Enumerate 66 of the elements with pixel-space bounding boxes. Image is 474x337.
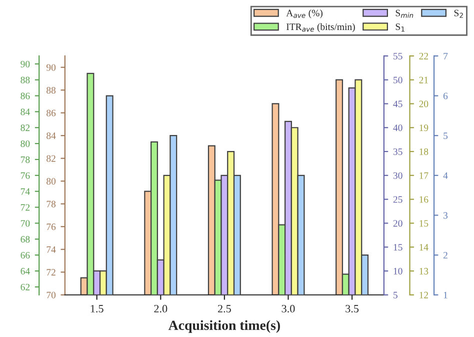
y-tick-label: 76 <box>46 224 56 230</box>
y2-tick-label: 14 <box>420 244 428 250</box>
y-tick-label: 86 <box>46 110 56 116</box>
y3-tick-label: 7 <box>444 52 448 60</box>
y-tick-label: 88 <box>46 86 56 94</box>
y2-tick-label: 86 <box>20 92 30 100</box>
y-tick-label: 5 <box>394 292 398 298</box>
y2-tick-label: 16 <box>420 196 428 203</box>
x-tick-label: 2.0 <box>154 304 168 312</box>
y2-tick-label: 90 <box>20 60 30 68</box>
y-tick-label: 30 <box>393 172 402 179</box>
y2-tick-label: 68 <box>20 236 30 243</box>
x-tick-label: 3.5 <box>346 304 359 312</box>
y2-tick-label: 21 <box>419 76 428 84</box>
y-tick-label: 15 <box>394 244 402 251</box>
legend-label: S$_{1}$ <box>396 23 404 32</box>
y2-tick-label: 22 <box>419 52 428 60</box>
y-tick-label: 10 <box>394 268 402 274</box>
y-tick-label: 78 <box>46 200 56 208</box>
y2-tick-label: 78 <box>20 156 30 163</box>
x-tick-label: 2.5 <box>218 304 231 312</box>
y-tick-label: 72 <box>46 269 56 276</box>
y2-tick-label: 12 <box>420 292 428 298</box>
y2-tick-label: 72 <box>20 204 30 211</box>
y2-tick-label: 70 <box>20 220 30 227</box>
y-tick-label: 20 <box>393 220 402 227</box>
y3-tick-label: 4 <box>443 172 448 179</box>
y-tick-label: 70 <box>46 292 56 298</box>
y-tick-label: 40 <box>393 124 402 132</box>
y3-tick-label: 5 <box>444 132 448 140</box>
legend-label: A$_{ave}$ (%) <box>286 9 322 18</box>
y2-tick-label: 76 <box>20 172 30 179</box>
legend-label: S$_{min}$ <box>396 10 414 18</box>
y2-tick-label: 66 <box>20 252 30 259</box>
legend-label: S$_{2}$ <box>454 10 463 18</box>
y2-tick-label: 17 <box>420 172 428 179</box>
y-tick-label: 74 <box>46 246 56 253</box>
y2-tick-label: 80 <box>20 140 30 148</box>
y2-tick-label: 82 <box>20 124 30 132</box>
y3-tick-label: 3 <box>444 212 448 219</box>
y2-tick-label: 18 <box>420 148 428 155</box>
y-tick-label: 55 <box>394 52 402 60</box>
y3-tick-label: 6 <box>443 92 448 100</box>
y2-tick-label: 84 <box>20 108 30 116</box>
y-tick-label: 50 <box>394 76 402 84</box>
legend-label: ITR$_{ave}$ (bits/min) <box>286 23 355 32</box>
y2-tick-label: 64 <box>20 268 30 274</box>
y-tick-label: 25 <box>393 196 402 203</box>
y-tick-label: 90 <box>46 64 56 71</box>
y3-tick-label: 2 <box>443 252 448 258</box>
y2-tick-label: 13 <box>420 268 428 274</box>
y2-tick-label: 88 <box>20 76 30 84</box>
y-tick-label: 82 <box>46 155 56 162</box>
y-tick-label: 35 <box>393 148 402 155</box>
y-tick-label: 45 <box>393 100 402 108</box>
x-axis-title: Acquisition time(s) <box>168 320 280 333</box>
y-tick-label: 84 <box>46 132 56 140</box>
y-tick-label: 80 <box>46 178 56 185</box>
x-tick-label: 1.5 <box>90 304 104 312</box>
y2-tick-label: 15 <box>420 220 428 227</box>
y2-tick-label: 62 <box>20 284 30 290</box>
y2-tick-label: 20 <box>419 100 428 108</box>
y2-tick-label: 19 <box>420 124 428 132</box>
x-tick-label: 3.0 <box>282 304 295 312</box>
y3-tick-label: 1 <box>444 292 448 298</box>
y2-tick-label: 74 <box>20 188 30 195</box>
